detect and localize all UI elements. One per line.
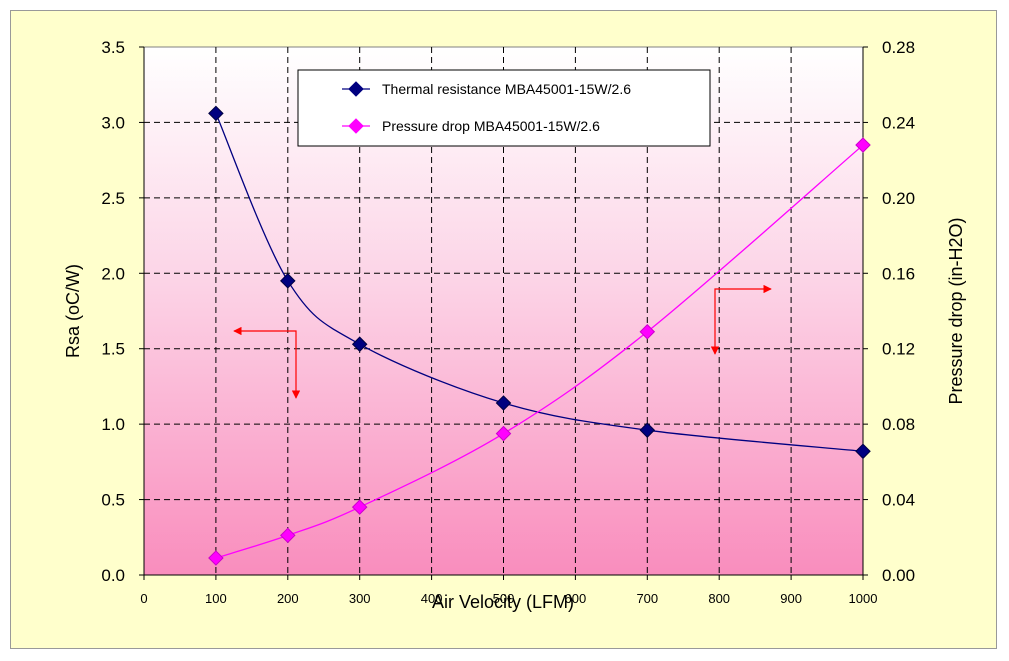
data-point-pressure (495, 425, 512, 442)
y-tick-label: 2.5 (101, 189, 125, 208)
x-tick-label: 400 (421, 591, 443, 606)
y2-axis-title: Pressure drop (in-H2O) (946, 217, 966, 404)
data-point-thermal (280, 273, 296, 289)
axes: 0 100 200 300 400 500 600 700 800 900 1000 0.0 0.00 0… (101, 38, 915, 606)
y-tick-label: 0.5 (101, 491, 125, 510)
y2-tick-label: 0.20 (882, 189, 915, 208)
x-tick-label: 100 (205, 591, 227, 606)
y2-tick-label: 0.12 (882, 340, 915, 359)
legend-label-pressure: Pressure drop MBA45001-15W/2.6 (382, 118, 600, 134)
y-tick-label: 2.0 (101, 264, 125, 283)
data-point-thermal (208, 105, 224, 122)
x-axis-title: Air Velocity (LFM) (432, 592, 574, 612)
x-tick-label: 0 (140, 591, 147, 606)
y-axis-title: Rsa (oC/W) (63, 264, 83, 358)
series-markers (208, 105, 871, 566)
y2-tick-label: 0.24 (882, 113, 915, 132)
x-tick-label: 200 (277, 591, 299, 606)
y2-tick-label: 0.16 (882, 264, 915, 283)
x-tick-label: 1000 (849, 591, 878, 606)
y-tick-label: 3.5 (101, 38, 125, 57)
y-tick-label: 1.5 (101, 340, 125, 359)
series-line-thermal (215, 113, 864, 452)
left-axis-indicator-arrow (233, 326, 301, 399)
legend-marker-thermal (348, 81, 364, 97)
data-point-pressure (639, 323, 656, 340)
x-tick-label: 300 (349, 591, 371, 606)
data-point-thermal (855, 443, 871, 460)
data-point-thermal (351, 336, 368, 352)
legend-label-thermal: Thermal resistance MBA45001-15W/2.6 (382, 81, 631, 97)
data-point-pressure (280, 527, 296, 544)
data-point-pressure (208, 550, 224, 566)
data-point-pressure (351, 499, 368, 515)
data-point-pressure (855, 137, 871, 153)
legend: Thermal resistance MBA45001-15W/2.6 Pres… (297, 69, 711, 147)
x-tick-label: 700 (636, 591, 658, 606)
x-tick-label: 900 (780, 591, 802, 606)
legend-marker-pressure (348, 118, 364, 134)
legend-box (297, 69, 711, 147)
y2-tick-label: 0.04 (882, 491, 915, 510)
y-tick-label: 3.0 (101, 113, 125, 132)
y2-tick-label: 0.28 (882, 38, 915, 57)
y-tick-label: 1.0 (101, 415, 125, 434)
y2-tick-label: 0.08 (882, 415, 915, 434)
right-axis-indicator-arrow (710, 284, 772, 355)
y-tick-label: 0.0 (101, 566, 125, 585)
data-point-thermal (639, 422, 656, 438)
x-tick-label: 800 (708, 591, 730, 606)
x-tick-label: 600 (565, 591, 587, 606)
x-tick-label: 500 (493, 591, 515, 606)
y2-tick-label: 0.00 (882, 566, 915, 585)
data-point-thermal (495, 395, 512, 411)
